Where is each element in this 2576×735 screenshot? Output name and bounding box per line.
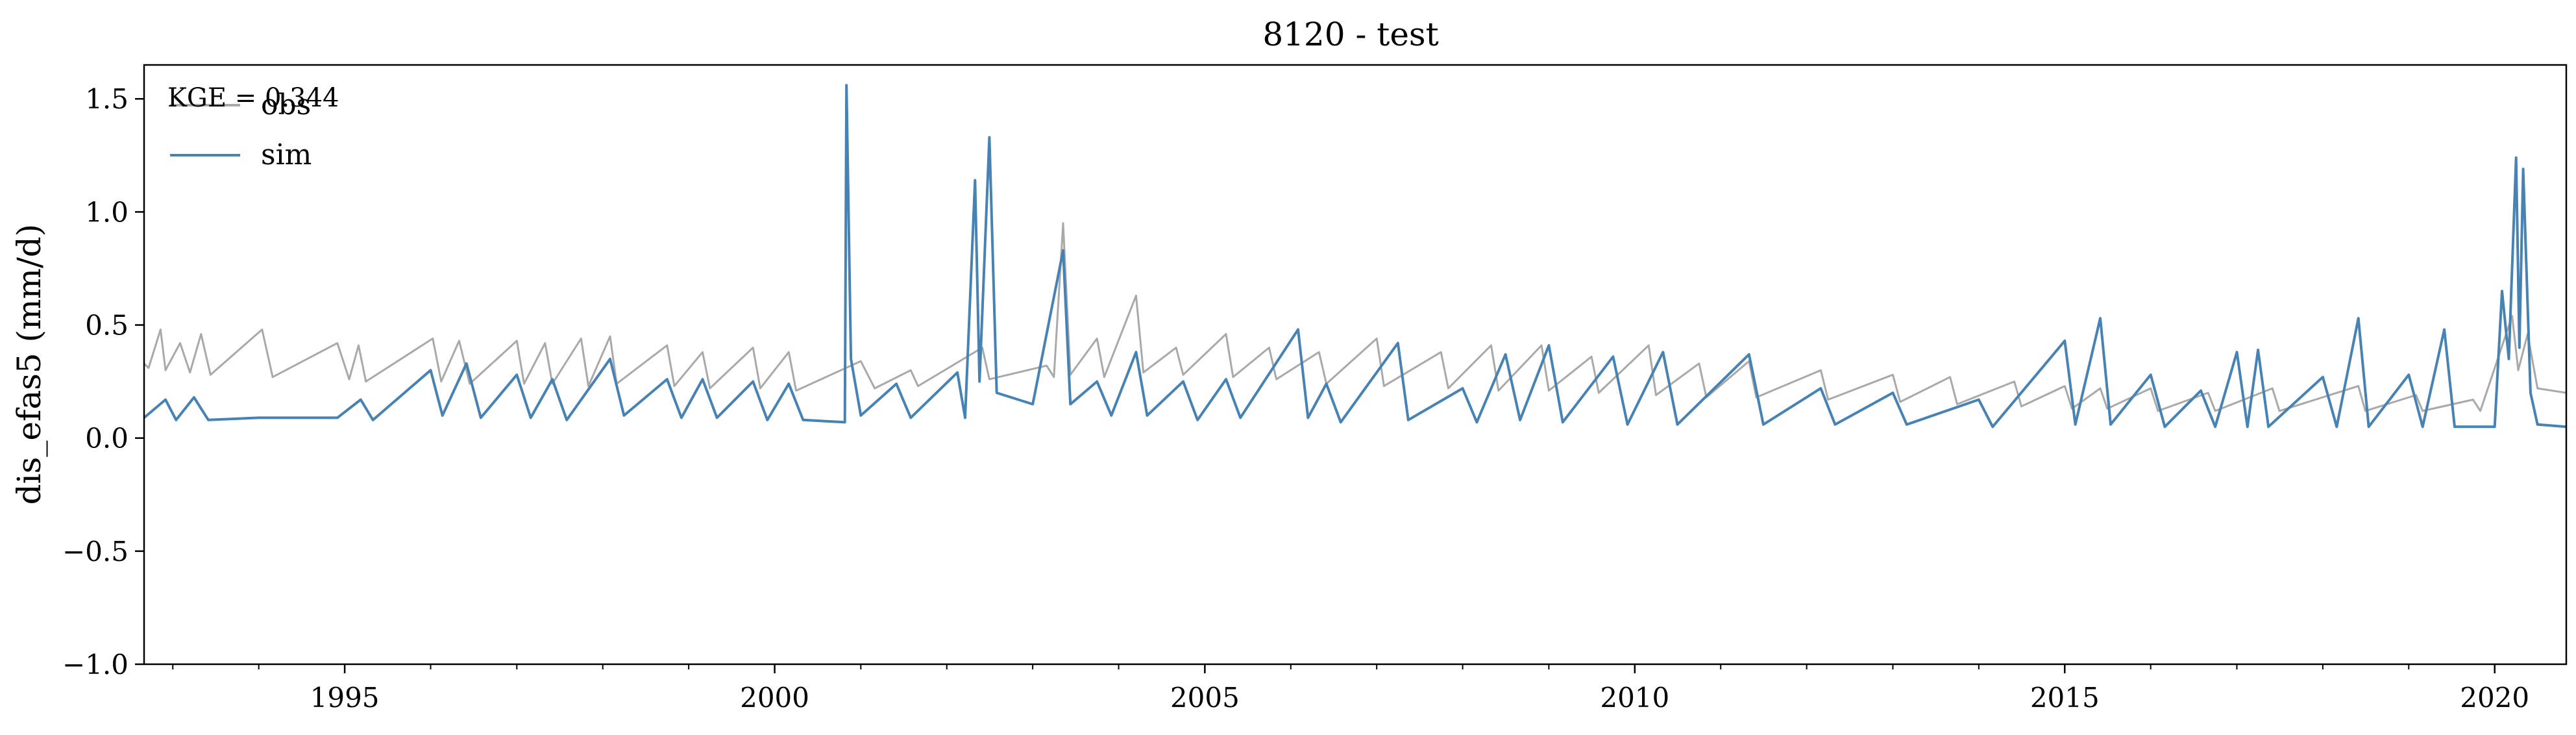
x-tick-label: 2020 [2460, 682, 2529, 714]
y-axis: 1.5 1.0 0.5 0.0 −0.5 −1.0 [62, 83, 144, 680]
x-tick-label: 2000 [740, 682, 809, 714]
plot-area [143, 84, 2567, 429]
y-tick-label: 0.0 [85, 423, 129, 455]
kge-annotation: KGE = 0.344 [167, 83, 339, 113]
plot-frame [143, 64, 2568, 666]
legend-obs-label: obs [261, 88, 311, 121]
y-tick-label: 0.5 [85, 310, 129, 342]
y-tick-label: 1.0 [85, 196, 129, 228]
legend-sim-label: sim [261, 138, 312, 171]
y-tick-label: −0.5 [62, 536, 129, 567]
x-tick-label: 1995 [310, 682, 380, 714]
x-axis: 1995 2000 2005 2010 2015 2020 [172, 664, 2529, 714]
x-tick-label: 2015 [2030, 682, 2100, 714]
y-tick-label: 1.5 [85, 83, 129, 115]
y-tick-label: −1.0 [62, 649, 129, 680]
chart-title: 8120 - test [1262, 16, 1438, 53]
x-tick-label: 2010 [1600, 682, 1669, 714]
series-obs-line [143, 222, 2567, 412]
legend: obs sim [170, 88, 312, 171]
y-axis-label: dis_efas5 (mm/d) [10, 224, 48, 505]
series-sim-line [143, 84, 2567, 429]
x-tick-label: 2005 [1170, 682, 1240, 714]
